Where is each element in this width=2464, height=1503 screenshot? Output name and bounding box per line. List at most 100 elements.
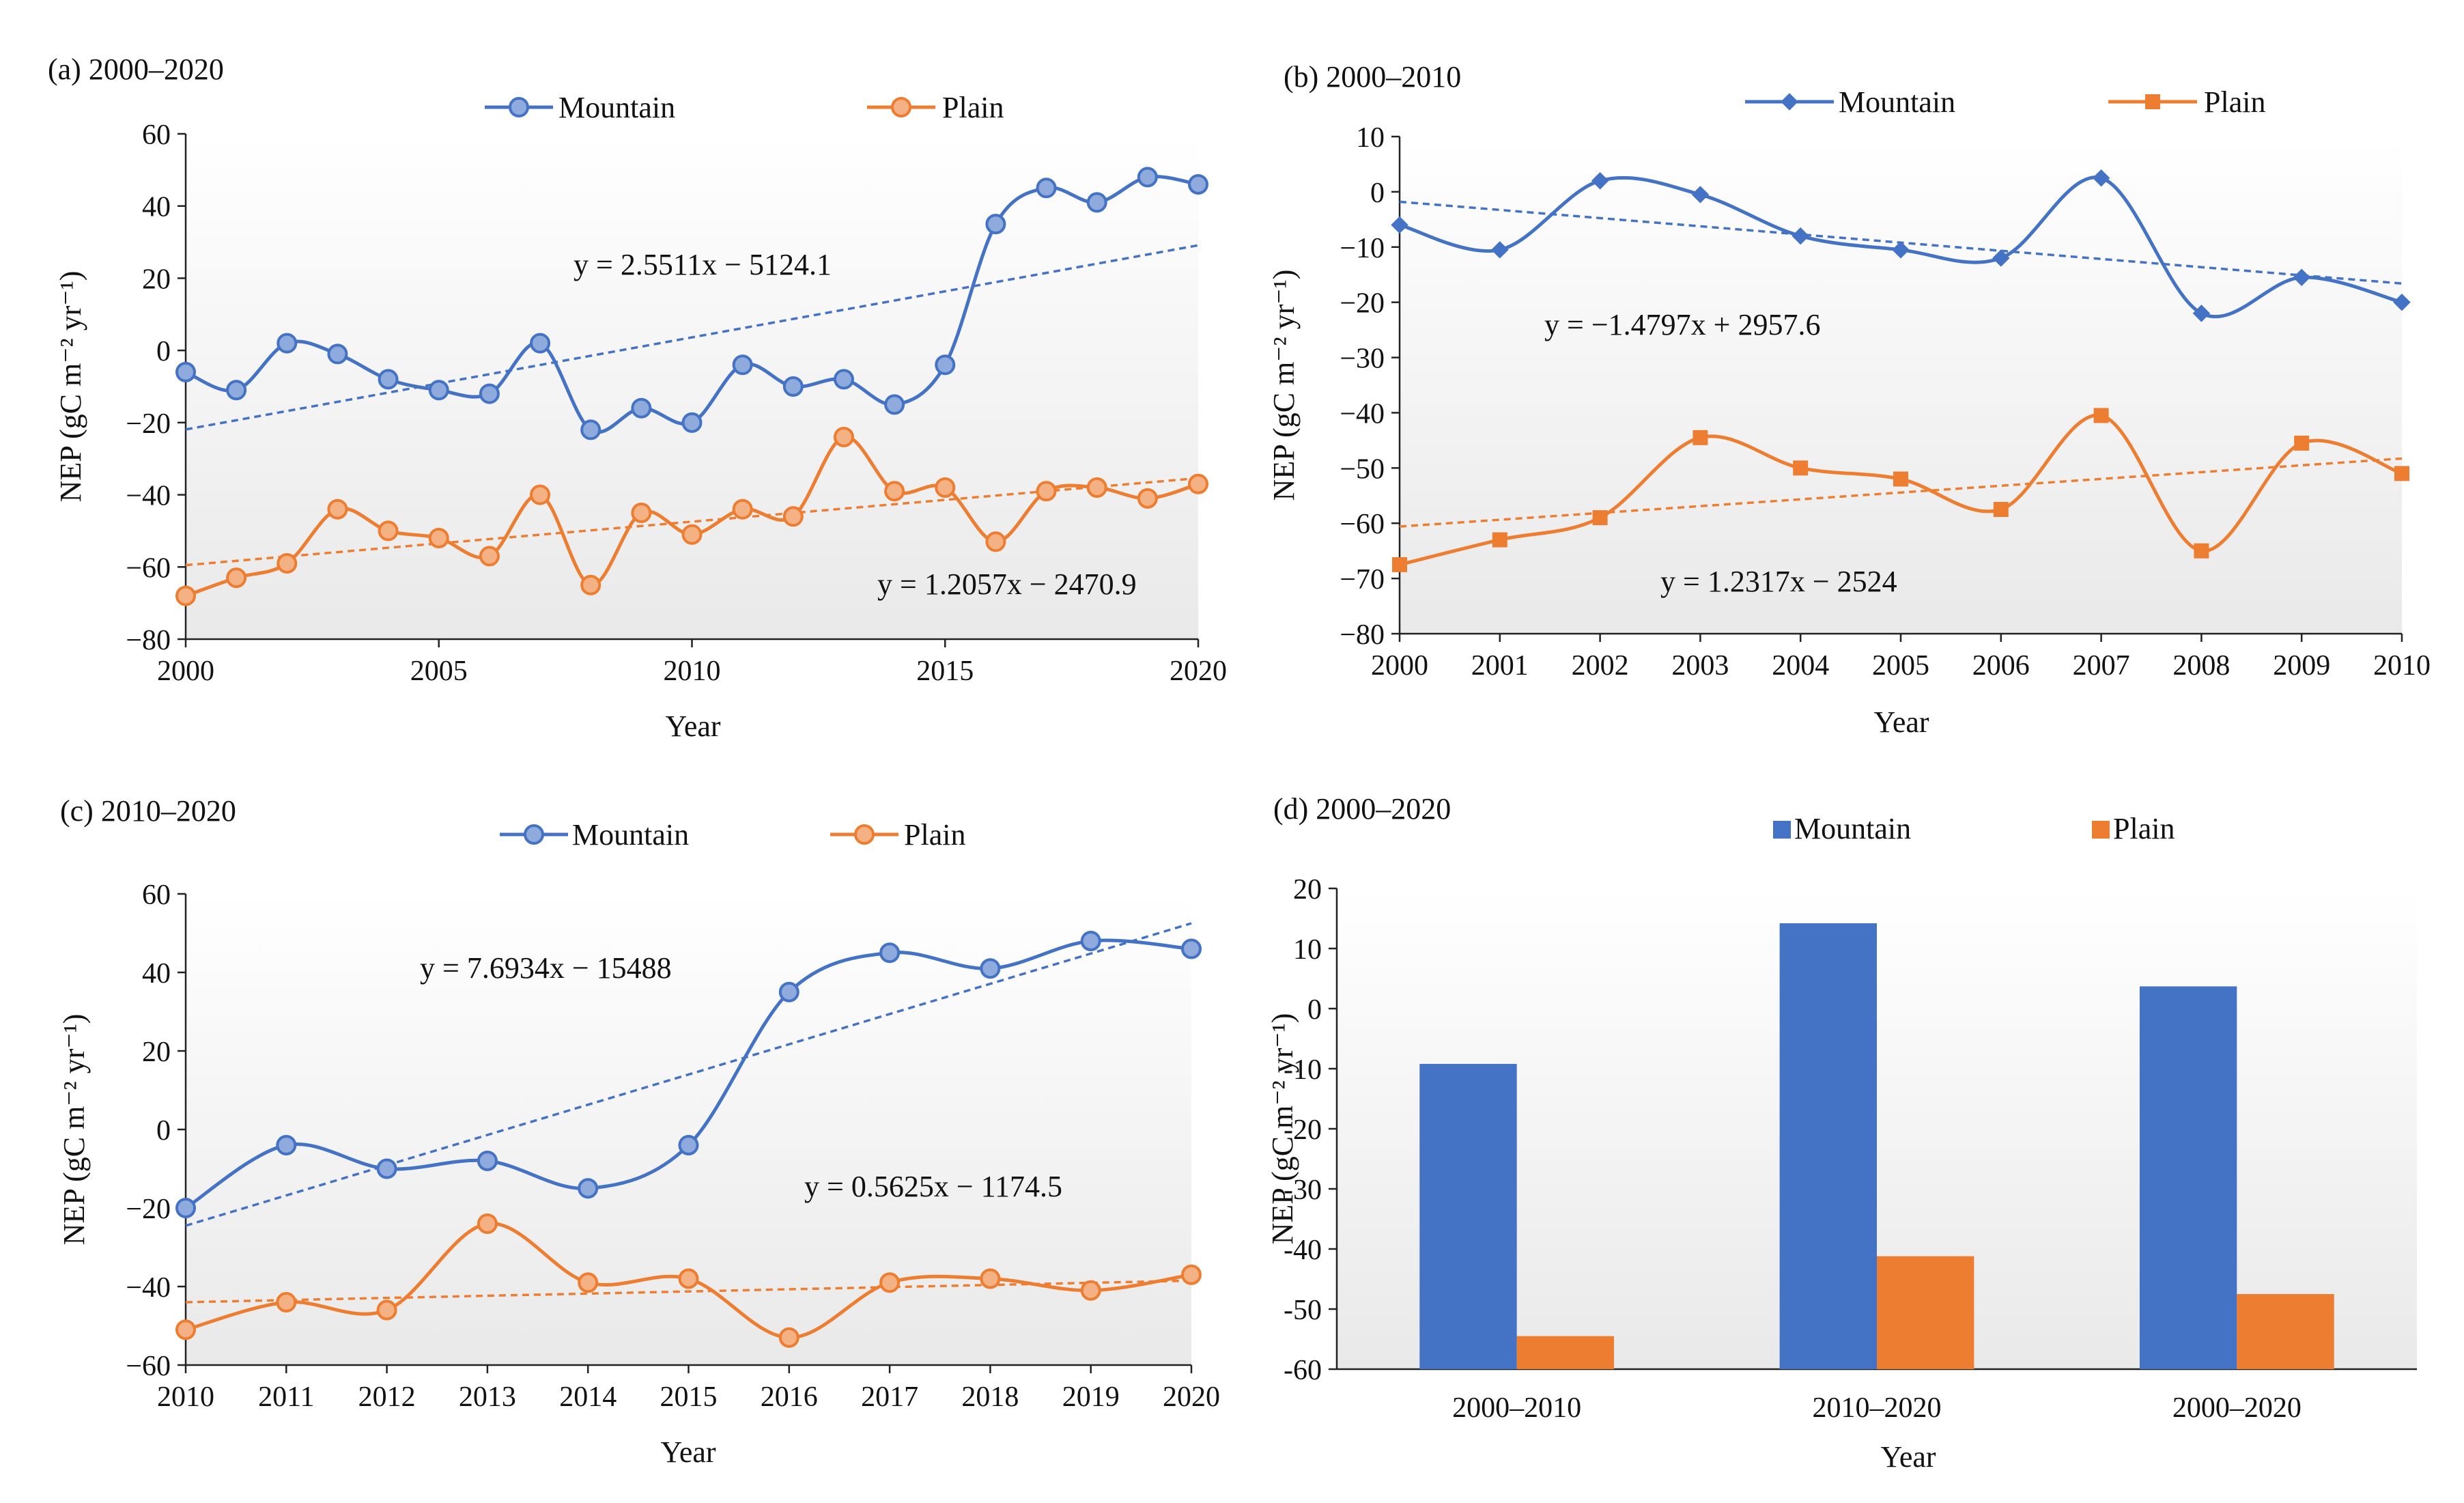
x-category-label: 2000–2010 [1452,1392,1581,1424]
x-tick-label: 2015 [660,1381,718,1413]
x-tick-label: 2003 [1671,650,1729,682]
data-point [778,1327,799,1348]
data-point [1080,1280,1101,1301]
legend-marker-plain [2092,821,2110,839]
panel-c-xlabel: Year [660,1435,716,1469]
trendline-mountain [185,244,1199,431]
data-point [631,397,652,419]
trendline-mountain [185,922,1192,1227]
data-point [175,1198,196,1218]
trendline-plain [185,1279,1192,1304]
y-tick-label: −40 [126,1272,171,1304]
data-point [580,574,601,595]
bar-mountain [2139,986,2237,1369]
x-tick-label: 2000 [1371,650,1428,682]
panel-d-title: (d) 2000–2020 [1273,792,1451,826]
data-point [884,481,905,502]
y-tick-label: 20 [142,1037,171,1068]
y-tick-label: −70 [1340,564,1385,595]
x-tick-label: 2014 [559,1381,617,1413]
panel-d-ylabel: NEP (gC m⁻² yr⁻¹) [1266,1013,1299,1245]
legend-label-plain: Plain [904,818,965,852]
x-tick-label: 2000 [157,656,214,687]
panel-a-plot-area [186,134,1198,639]
x-tick-label: 2010 [157,1381,214,1413]
x-tick-label: 2020 [1163,1381,1220,1413]
data-point [1592,510,1608,526]
y-tick-label: −60 [1340,509,1385,540]
y-tick-label: −60 [126,552,171,584]
x-tick-label: 2005 [1872,650,1929,682]
legend-marker-mountain [509,97,529,117]
y-tick-label: −80 [126,625,171,656]
y-tick-label: 60 [142,120,171,151]
y-tick-label: -50 [1284,1295,1322,1326]
trend-equation-mountain: y = 7.6934x − 15488 [420,951,672,985]
data-point [378,369,399,390]
data-point [985,531,1006,552]
data-point [530,333,551,354]
legend-marker-mountain [1773,821,1791,839]
data-point [1036,481,1057,502]
x-tick-label: 2001 [1471,650,1529,682]
data-point [1893,471,1908,487]
data-point [879,942,901,964]
data-point [980,958,1001,979]
y-tick-label: −60 [126,1351,171,1382]
y-tick-label: -60 [1284,1355,1322,1386]
trend-equation-mountain: y = −1.4797x + 2957.6 [1544,308,1820,341]
x-tick-label: 2020 [1170,656,1227,687]
bar-plain [2237,1294,2334,1369]
y-tick-label: −20 [126,1194,171,1225]
panel-c-title: (c) 2010–2020 [60,794,236,828]
x-tick-label: 2011 [258,1381,314,1413]
x-tick-label: 2005 [410,656,468,687]
x-tick-label: 2007 [2073,650,2130,682]
x-tick-label: 2012 [358,1381,416,1413]
series-line-mountain [1399,175,2403,319]
data-point [879,1272,901,1293]
y-tick-label: -10 [1284,1054,1322,1086]
legend-marker-plain [891,97,911,117]
data-point [980,1268,1001,1289]
data-point [479,383,500,404]
panel-d-legend: Mountain Plain [1773,812,2175,845]
data-point [175,585,196,606]
data-point [1693,430,1708,445]
data-point [631,503,652,523]
data-point [1086,477,1107,498]
x-tick-label: 2010 [664,656,721,687]
x-tick-label: 2016 [761,1381,818,1413]
y-tick-label: −30 [1340,343,1385,375]
data-point [226,380,247,401]
y-tick-label: 40 [142,958,171,989]
data-point [277,333,298,354]
data-point [2294,435,2310,451]
y-tick-label: −20 [1340,288,1385,320]
panel-c-chart: (c) 2010–2020 Year NEP (gC m⁻² yr⁻¹) Mou… [57,794,1220,1469]
data-point [1036,178,1057,199]
data-point [778,981,799,1002]
legend-label-mountain: Mountain [1839,85,1955,119]
panel-b-chart: (b) 2000–2010 Year NEP (gC m⁻² yr⁻¹) Mou… [1267,60,2431,739]
panel-d-chart: (d) 2000–2020 Year NEP (gC m⁻² yr⁻¹) Mou… [1266,792,2417,1474]
x-tick-label: 2013 [459,1381,516,1413]
panel-b-title: (b) 2000–2010 [1284,60,1461,94]
data-point [276,1292,297,1312]
data-point [327,343,348,365]
data-point [833,369,854,390]
data-point [1188,473,1208,494]
data-point [782,376,804,397]
x-tick-label: 2002 [1572,650,1629,682]
panel-d-xlabel: Year [1880,1440,1936,1474]
data-point [935,477,956,498]
data-point [175,1319,196,1340]
data-point [175,361,196,382]
legend-label-mountain: Mountain [558,91,675,124]
data-point [1181,938,1202,959]
y-tick-label: 10 [1356,122,1385,154]
data-point [1793,460,1809,476]
data-point [1188,174,1208,195]
data-point [732,354,753,376]
panel-a-ylabel: NEP (gC m⁻² yr⁻¹) [54,271,87,503]
